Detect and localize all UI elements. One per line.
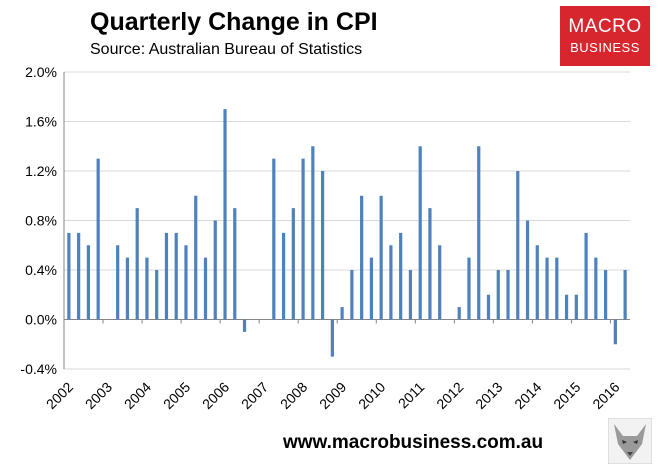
bar — [545, 257, 549, 320]
bar — [408, 270, 413, 320]
bar — [281, 232, 286, 320]
bar — [438, 245, 442, 320]
footer-url: www.macrobusiness.com.au — [283, 432, 544, 453]
bar — [428, 208, 432, 320]
macro-business-logo: MACRO BUSINESS — [560, 6, 650, 66]
chart-title: Quarterly Change in CPI — [90, 8, 378, 36]
logo-line1: MACRO — [568, 16, 642, 37]
wolf-logo-icon — [607, 417, 653, 465]
bar — [272, 158, 276, 320]
year-label: 2003 — [82, 379, 115, 412]
bar — [242, 319, 247, 332]
bar — [506, 270, 510, 320]
year-label: 2008 — [277, 379, 310, 412]
year-label: 2007 — [238, 379, 271, 412]
bar — [399, 232, 403, 320]
bar — [135, 208, 139, 320]
y-tick-label: 2.0% — [25, 64, 57, 80]
bar — [184, 245, 188, 320]
year-label: 2014 — [511, 379, 544, 412]
bar — [623, 270, 627, 320]
bar — [321, 171, 325, 320]
year-label: 2011 — [395, 379, 428, 412]
bar — [613, 319, 617, 345]
year-label: 2004 — [121, 379, 154, 412]
bar — [418, 146, 422, 320]
bar — [350, 270, 354, 320]
bar — [389, 245, 393, 320]
logo-line2: BUSINESS — [570, 40, 640, 55]
bar — [203, 257, 208, 320]
bar — [311, 146, 315, 320]
bar — [525, 220, 530, 320]
bar — [584, 232, 588, 320]
bar — [604, 270, 608, 320]
bar — [291, 208, 295, 320]
bar — [155, 270, 159, 320]
year-label: 2012 — [433, 379, 466, 412]
bar — [145, 257, 149, 320]
bar — [477, 146, 481, 320]
bar — [369, 257, 373, 320]
bar — [233, 208, 237, 320]
bar — [330, 319, 334, 357]
bar — [457, 307, 461, 320]
y-tick-label: 1.2% — [25, 163, 57, 179]
bar — [125, 257, 130, 320]
bar — [467, 257, 471, 320]
bar — [213, 220, 217, 320]
bar — [116, 245, 120, 320]
year-label: 2006 — [199, 379, 232, 412]
bar — [164, 232, 169, 320]
year-label: 2009 — [316, 379, 349, 412]
y-tick-label: 0.8% — [25, 213, 57, 229]
bar — [516, 171, 520, 320]
bar — [301, 158, 305, 320]
bar — [86, 245, 90, 320]
bar — [67, 232, 71, 320]
year-label: 2005 — [160, 379, 193, 412]
bar — [555, 257, 559, 320]
bar — [379, 195, 383, 320]
bar — [194, 195, 198, 320]
y-tick-label: 1.6% — [25, 114, 57, 130]
year-label: 2013 — [472, 379, 505, 412]
year-label: 2002 — [43, 379, 76, 412]
y-tick-label: 0.0% — [25, 312, 57, 328]
bar — [594, 257, 598, 320]
year-label: 2015 — [550, 379, 583, 412]
y-tick-label: 0.4% — [25, 262, 57, 278]
bar — [96, 158, 100, 320]
year-label: 2016 — [589, 379, 622, 412]
bar — [340, 307, 344, 320]
bar — [174, 232, 178, 320]
bar — [77, 232, 81, 320]
chart-subtitle: Source: Australian Bureau of Statistics — [90, 41, 363, 58]
bar — [496, 270, 500, 320]
y-tick-label: -0.4% — [20, 361, 57, 377]
bar — [223, 109, 227, 320]
bar — [564, 294, 569, 320]
bar — [486, 294, 491, 320]
bar — [360, 195, 364, 320]
bar — [574, 294, 578, 320]
bar — [535, 245, 539, 320]
year-label: 2010 — [355, 379, 388, 412]
